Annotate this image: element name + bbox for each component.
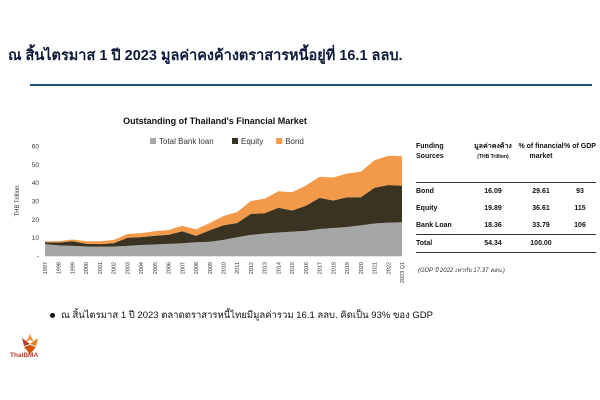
x-tick-label: 1998 xyxy=(57,262,63,274)
x-tick-label: 2012 xyxy=(249,262,255,274)
x-tick-label: 2022 xyxy=(386,262,392,274)
row-value: 19.89 xyxy=(484,205,502,212)
header-outstanding-label: มูลค่าคงค้าง xyxy=(474,143,512,150)
row-source: Bond xyxy=(416,188,434,195)
x-tick-label: 2009 xyxy=(208,262,214,274)
area-series-1 xyxy=(45,222,402,256)
area-series-3 xyxy=(45,155,402,245)
row-pct-financial: 33.79 xyxy=(532,222,550,229)
table-total-row: Total 54.34 100.00 xyxy=(416,234,596,253)
x-tick-label: 2006 xyxy=(167,262,173,274)
thaibma-logo-icon xyxy=(22,334,38,354)
x-tick-label: 2014 xyxy=(276,262,282,274)
table-header: Funding Sources มูลค่าคงค้าง (THB Trilli… xyxy=(416,140,596,183)
x-tick-label: 2003 xyxy=(125,262,131,274)
title-rule xyxy=(30,84,592,86)
x-tick-label: 2017 xyxy=(318,262,324,274)
x-tick-label: 2016 xyxy=(304,262,310,274)
stacked-area-chart: Total Bank loan Equity Bond - 10 20 30 40 50 60 TH… xyxy=(15,137,406,283)
row-pct-financial: 36.61 xyxy=(532,205,550,212)
header-pct-gdp: % of GDP xyxy=(564,143,596,150)
header-outstanding: มูลค่าคงค้าง (THB Trillion) xyxy=(468,140,518,182)
row-value: 16.09 xyxy=(484,188,502,195)
summary-text: ณ สิ้นไตรมาส 1 ปี 2023 ตลาดตราสารหนี้ไทย… xyxy=(61,310,434,321)
slide-title: ณ สิ้นไตรมาส 1 ปี 2023 มูลค่าคงค้างตราสา… xyxy=(8,48,403,64)
table-row: Bank Loan 18.36 33.79 106 xyxy=(416,217,596,234)
x-tick-label: 2008 xyxy=(194,262,200,274)
legend-swatch xyxy=(232,138,238,144)
row-pct-gdp: 106 xyxy=(574,222,586,229)
legend-label: Equity xyxy=(241,137,263,146)
total-source: Total xyxy=(416,240,433,247)
header-pct-financial: % of financial market xyxy=(518,143,564,160)
total-pct-financial: 100.00 xyxy=(530,240,552,247)
x-tick-label: 2023 Q1 xyxy=(400,262,406,283)
row-pct-gdp: 93 xyxy=(576,188,584,195)
legend-label: Bond xyxy=(285,137,304,146)
y-tick-label: 10 xyxy=(32,235,40,242)
bullet-dot-icon xyxy=(50,312,55,318)
row-value: 18.36 xyxy=(484,222,502,229)
x-tick-label: 2010 xyxy=(222,262,228,274)
row-pct-gdp: 115 xyxy=(574,205,586,212)
x-tick-label: 1997 xyxy=(43,262,49,274)
funding-table: Funding Sources มูลค่าคงค้าง (THB Trilli… xyxy=(416,140,596,253)
row-pct-financial: 29.61 xyxy=(532,188,550,195)
total-value: 54.34 xyxy=(484,240,502,247)
y-tick-label: 40 xyxy=(32,180,40,187)
table-row: Equity 19.89 36.61 115 xyxy=(416,200,596,217)
x-tick-label: 2020 xyxy=(359,262,365,274)
x-tick-label: 2005 xyxy=(153,262,159,274)
y-axis-label: THB Trillion xyxy=(15,185,21,216)
summary-bullet: ณ สิ้นไตรมาส 1 ปี 2023 ตลาดตราสารหนี้ไทย… xyxy=(50,308,433,323)
x-tick-label: 2002 xyxy=(112,262,118,274)
chart-title: Outstanding of Thailand's Financial Mark… xyxy=(123,116,307,126)
x-tick-label: 2018 xyxy=(331,262,337,274)
x-tick-label: 2015 xyxy=(290,262,296,274)
legend-label: Total Bank loan xyxy=(159,137,214,146)
table-row: Bond 16.09 29.61 93 xyxy=(416,183,596,200)
legend-swatch xyxy=(150,138,156,144)
y-tick-label: 30 xyxy=(32,199,40,206)
y-tick-label: 60 xyxy=(32,144,40,151)
table-note: (GDP ปี 2022 เท่ากับ 17.37 ลลบ.) xyxy=(418,268,505,274)
area-series-2 xyxy=(45,185,402,247)
x-tick-label: 2021 xyxy=(373,262,379,274)
row-source: Equity xyxy=(416,205,438,212)
x-tick-label: 1999 xyxy=(71,262,77,274)
x-tick-label: 2013 xyxy=(263,262,269,274)
header-outstanding-unit: (THB Trillion) xyxy=(477,154,509,160)
logo-text: ThaiBMA xyxy=(10,352,39,359)
x-tick-label: 2019 xyxy=(345,262,351,274)
row-source: Bank Loan xyxy=(416,222,452,229)
x-tick-label: 2000 xyxy=(84,262,90,274)
legend-swatch xyxy=(276,138,283,144)
x-tick-label: 2001 xyxy=(98,262,104,274)
x-tick-label: 2004 xyxy=(139,262,145,274)
x-tick-label: 2011 xyxy=(235,262,241,274)
y-tick-label: 50 xyxy=(32,162,40,169)
y-tick-label: 20 xyxy=(32,217,40,224)
x-tick-label: 2007 xyxy=(180,262,186,274)
header-funding-sources: Funding Sources xyxy=(416,143,444,160)
y-tick-label: - xyxy=(37,254,39,261)
